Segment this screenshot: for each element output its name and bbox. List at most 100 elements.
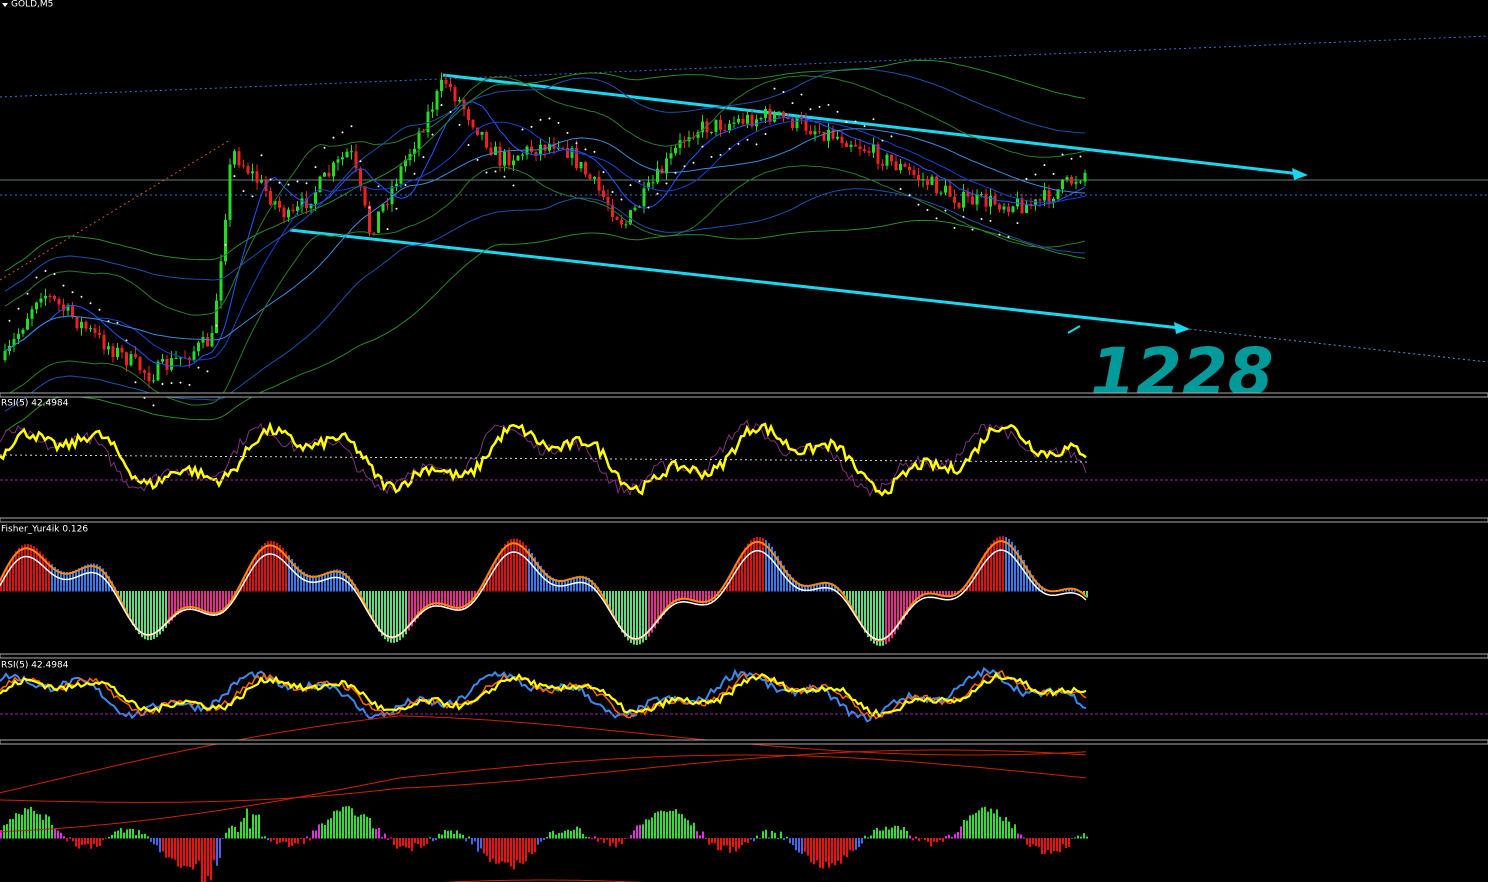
histogram-bar	[375, 828, 377, 839]
candle-body	[975, 194, 979, 205]
sar-dot	[1016, 222, 1019, 225]
histogram-bar	[852, 838, 854, 851]
sar-dot	[584, 148, 587, 151]
sar-dot	[1079, 155, 1082, 158]
candle-body	[656, 168, 659, 183]
histogram-bar	[588, 836, 590, 839]
histogram-bar	[189, 838, 191, 867]
histogram-bar	[207, 591, 209, 615]
histogram-bar	[183, 591, 185, 611]
histogram-bar	[753, 838, 755, 842]
histogram-bar	[405, 838, 407, 848]
candle-body	[575, 148, 578, 169]
candle-body	[809, 130, 812, 135]
sar-dot	[638, 180, 641, 183]
histogram-bar	[345, 806, 347, 839]
histogram-bar	[537, 838, 539, 845]
histogram-bar	[948, 834, 950, 839]
histogram-bar	[114, 831, 116, 839]
candle-body	[750, 114, 754, 127]
histogram-bar	[528, 838, 530, 853]
histogram-bar	[294, 562, 296, 592]
histogram-bar	[522, 542, 524, 592]
histogram-bar	[1008, 538, 1010, 592]
histogram-bar	[1083, 591, 1085, 595]
sar-dot	[242, 190, 245, 193]
histogram-bar	[90, 563, 92, 592]
arrow-head	[1292, 168, 1308, 180]
histogram-bar	[444, 830, 446, 839]
candle-body	[534, 151, 538, 156]
histogram-bar	[387, 838, 389, 841]
candle-body	[170, 358, 173, 370]
histogram-bar	[42, 554, 44, 592]
sar-dot	[152, 404, 155, 407]
histogram-bar	[492, 564, 494, 592]
histogram-bar	[651, 817, 653, 839]
histogram-bar	[1002, 820, 1004, 839]
histogram-bar	[807, 585, 809, 592]
histogram-bar	[510, 539, 512, 592]
sar-dot	[1025, 178, 1028, 181]
histogram-bar	[198, 838, 200, 861]
histogram-bar	[492, 838, 494, 859]
histogram-bar	[72, 570, 74, 592]
histogram-bar	[504, 544, 506, 592]
histogram-bar	[399, 591, 401, 641]
histogram-bar	[813, 838, 815, 865]
histogram-bar	[1026, 565, 1028, 592]
sar-dot	[593, 150, 596, 153]
histogram-bar	[849, 591, 851, 605]
histogram-bar	[171, 838, 173, 859]
sar-dot	[989, 219, 992, 222]
histogram-bar	[264, 836, 266, 839]
histogram-bar	[891, 591, 893, 639]
histogram-bar	[312, 830, 314, 839]
histogram-bar	[12, 555, 14, 592]
histogram-bar	[384, 833, 386, 839]
histogram-bar	[87, 838, 89, 845]
histogram-bar	[591, 838, 593, 840]
candle-body	[525, 146, 529, 155]
histogram-bar	[621, 591, 623, 633]
histogram-bar	[603, 838, 605, 844]
sar-dot	[377, 185, 380, 188]
histogram-bar	[303, 838, 305, 844]
histogram-bar	[552, 830, 554, 839]
sar-dot	[179, 381, 182, 384]
sar-dot	[782, 90, 785, 93]
histogram-bar	[351, 579, 353, 592]
histogram-bar	[687, 820, 689, 839]
histogram-bar	[708, 838, 710, 845]
histogram-bar	[984, 806, 986, 839]
candle-body	[354, 151, 358, 169]
candle-body	[813, 131, 817, 135]
candle-body	[242, 165, 245, 167]
histogram-bar	[291, 838, 293, 846]
histogram-bar	[123, 591, 125, 607]
sar-dot	[350, 125, 353, 128]
candle-body	[489, 147, 493, 155]
histogram-bar	[81, 566, 83, 592]
histogram-bar	[468, 591, 470, 606]
histogram-bar	[444, 591, 446, 607]
sar-dot	[863, 125, 866, 128]
histogram-bar	[474, 838, 476, 842]
band-line	[441, 879, 645, 882]
histogram-bar	[87, 564, 89, 592]
candle-body	[44, 295, 47, 299]
histogram-bar	[261, 836, 263, 839]
histogram-bar	[876, 827, 878, 839]
histogram-bar	[666, 591, 668, 611]
candle-body	[836, 136, 839, 139]
histogram-bar	[30, 807, 32, 839]
candle-body	[593, 176, 596, 179]
histogram-bar	[543, 569, 545, 592]
histogram-bar	[621, 838, 623, 845]
histogram-bar	[675, 591, 677, 603]
dropdown-icon[interactable]	[2, 3, 8, 7]
histogram-bar	[732, 569, 734, 592]
histogram-bar	[336, 810, 338, 839]
histogram-bar	[333, 569, 335, 592]
histogram-bar	[546, 572, 548, 592]
